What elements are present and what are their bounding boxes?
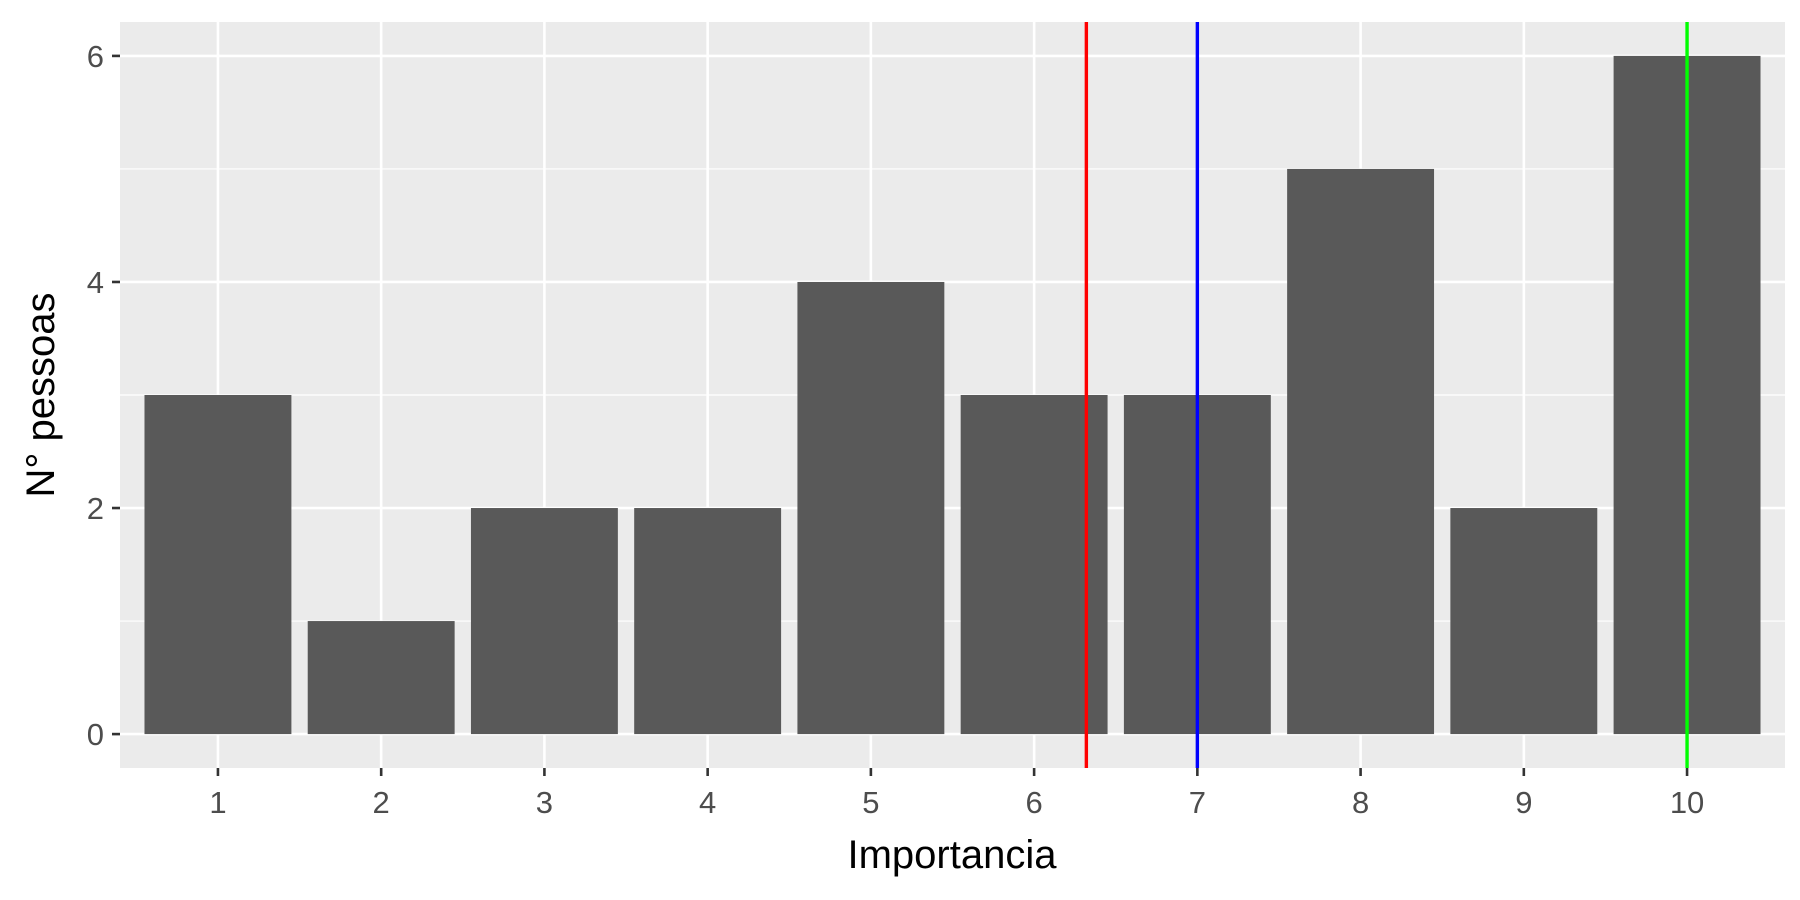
reference-lines <box>1084 22 1689 768</box>
x-tick-label: 6 <box>1025 785 1042 820</box>
y-tick-label: 2 <box>87 491 104 526</box>
y-tick-label: 6 <box>87 39 104 74</box>
x-tick-label: 10 <box>1670 785 1704 820</box>
bar <box>960 395 1108 735</box>
bars <box>144 55 1761 735</box>
bar <box>144 395 292 735</box>
x-tick-label: 9 <box>1515 785 1532 820</box>
x-axis-title: Importancia <box>848 833 1058 877</box>
y-axis: 0 2 4 6 <box>87 39 120 752</box>
bar <box>1450 508 1598 735</box>
bar <box>470 508 618 735</box>
y-tick-label: 0 <box>87 717 104 752</box>
y-tick-label: 4 <box>87 265 104 300</box>
bar <box>797 281 945 735</box>
x-tick-label: 2 <box>373 785 390 820</box>
x-tick-label: 7 <box>1189 785 1206 820</box>
bar <box>307 621 455 735</box>
x-tick-label: 4 <box>699 785 716 820</box>
x-tick-label: 5 <box>862 785 879 820</box>
x-axis: 1 2 3 4 5 6 7 8 9 10 <box>209 768 1704 820</box>
x-tick-label: 3 <box>536 785 553 820</box>
y-axis-title: N° pessoas <box>19 293 63 498</box>
bar <box>634 508 782 735</box>
x-tick-label: 8 <box>1352 785 1369 820</box>
x-tick-label: 1 <box>209 785 226 820</box>
bar <box>1287 168 1435 735</box>
